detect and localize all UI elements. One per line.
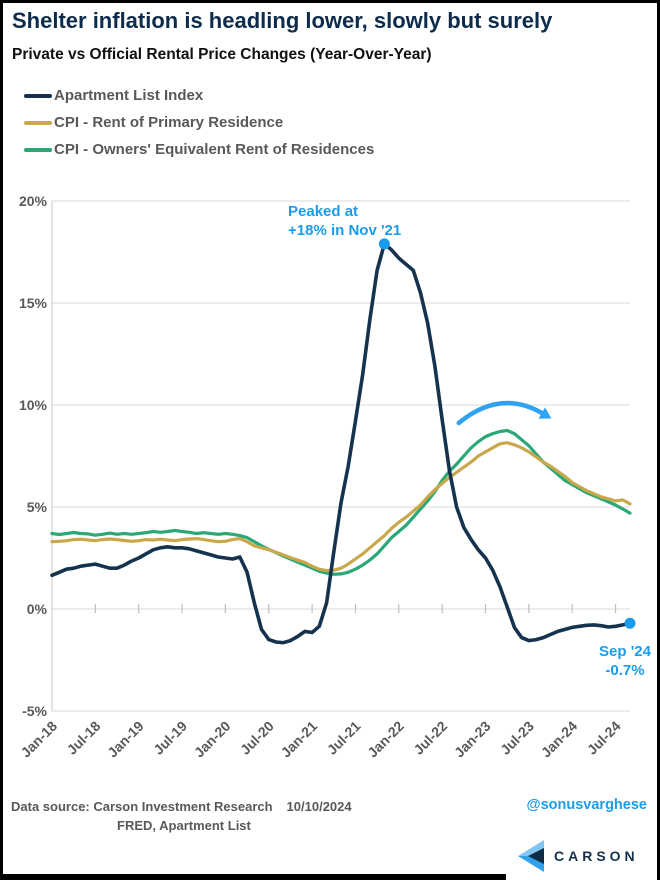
data-source-label: Data source: Carson Investment Research [11, 799, 273, 814]
arc-arrow-head [538, 407, 552, 419]
carson-logo-text: CARSON [554, 848, 639, 864]
bottom-black-bar [3, 874, 510, 880]
x-axis-tick-label: Jul-21 [324, 718, 364, 758]
x-axis-tick-label: Jul-22 [410, 718, 450, 758]
page-title: Shelter inflation is headling lower, slo… [12, 8, 553, 33]
x-axis-tick-label: Jan-24 [538, 718, 581, 761]
latest-annotation-line2: -0.7% [605, 662, 645, 679]
legend-label: CPI - Rent of Primary Residence [54, 114, 284, 131]
x-axis-tick-label: Jul-24 [584, 718, 624, 758]
data-source: Data source: Carson Investment Research 1… [11, 799, 352, 814]
chart-date: 10/10/2024 [286, 799, 352, 814]
legend-swatch-gold [24, 120, 52, 125]
x-axis-tick-label: Jan-19 [104, 718, 147, 761]
peak-annotation-line1: Peaked at [288, 203, 359, 220]
x-axis-tick-label: Jul-18 [64, 718, 104, 758]
x-axis-tick-label: Jan-22 [364, 718, 407, 761]
x-axis-tick-label: Jul-23 [497, 718, 537, 758]
peak-annotation: Peaked at +18% in Nov '21 [288, 202, 401, 240]
social-handle: @sonusvarghese [526, 797, 647, 813]
latest-annotation-line1: Sep '24 [599, 643, 651, 660]
y-axis-tick-label: -5% [22, 703, 47, 719]
legend-item-cpi-oer: CPI - Owners' Equivalent Rent of Residen… [24, 136, 374, 163]
x-axis-tick-label: Jan-23 [451, 718, 494, 761]
y-axis-tick-label: 10% [19, 397, 48, 413]
x-axis-tick-label: Jul-19 [150, 718, 190, 758]
arc-arrow [456, 400, 545, 426]
legend-swatch-navy [24, 93, 52, 98]
data-source-line2: FRED, Apartment List [117, 818, 251, 833]
x-axis-tick-label: Jan-18 [17, 718, 60, 761]
x-axis-tick-label: Jan-20 [191, 718, 234, 761]
chart-subtitle: Private vs Official Rental Price Changes… [12, 46, 432, 63]
x-axis-tick-label: Jan-21 [278, 718, 321, 761]
carson-logo: CARSON [506, 829, 657, 880]
latest-annotation: Sep '24 -0.7% [569, 642, 657, 680]
series-line-cpi-rent-of-primary-residence [50, 441, 632, 573]
y-axis-tick-label: 5% [27, 499, 48, 515]
y-axis-tick-label: 15% [19, 295, 48, 311]
y-axis-tick-label: 0% [27, 601, 48, 617]
legend-swatch-green [24, 147, 52, 152]
peak-annotation-line2: +18% in Nov '21 [288, 222, 402, 239]
legend: Apartment List Index CPI - Rent of Prima… [24, 82, 374, 163]
series-line-cpi-owners-equivalent-rent-of-residences [50, 428, 632, 576]
series-line-apartment-list-index [50, 242, 632, 645]
x-axis-tick-label: Jul-20 [237, 718, 277, 758]
carson-logo-icon [518, 840, 544, 872]
legend-item-apartment-list: Apartment List Index [24, 82, 374, 109]
latest-marker-dot [624, 617, 636, 629]
legend-item-cpi-rent: CPI - Rent of Primary Residence [24, 109, 374, 136]
y-axis-tick-label: 20% [19, 193, 48, 209]
legend-label: CPI - Owners' Equivalent Rent of Residen… [54, 141, 375, 158]
legend-label: Apartment List Index [54, 87, 204, 104]
